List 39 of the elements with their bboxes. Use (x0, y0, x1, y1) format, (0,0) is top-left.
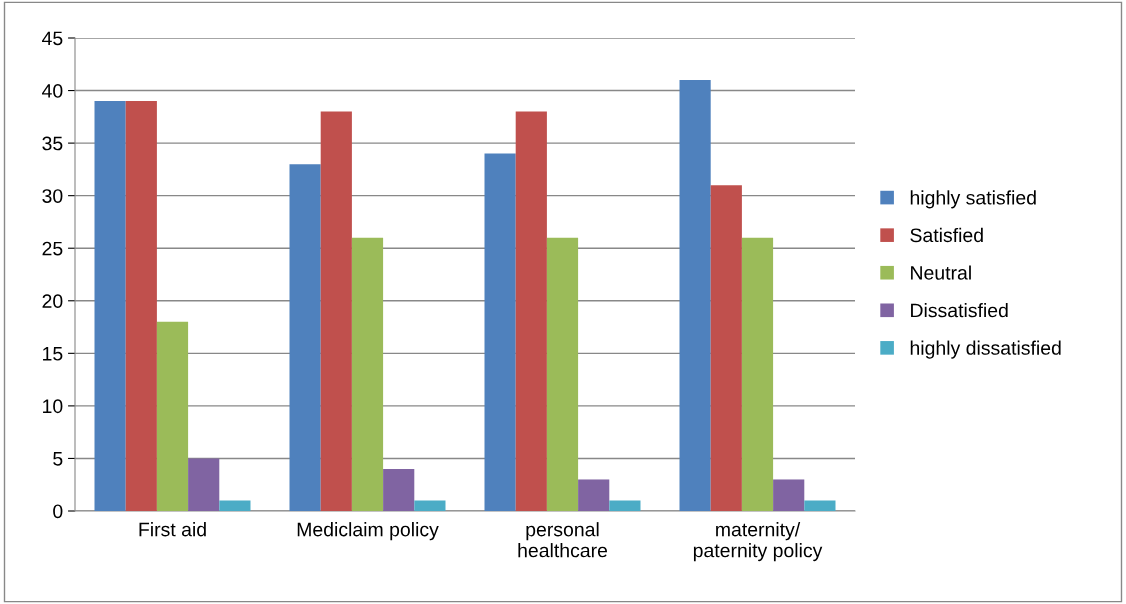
legend-label: Dissatisfied (911, 303, 1008, 318)
y-tick-label: 5 (53, 452, 63, 466)
y-tick-label: 40 (42, 84, 63, 98)
bar (609, 500, 641, 511)
bar (125, 101, 157, 511)
legend-label: Satisfied (910, 227, 983, 243)
y-tick-label: 10 (43, 399, 63, 414)
legend-label: highly satisfied (910, 190, 1036, 209)
bar (515, 111, 547, 511)
y-tick-label: 45 (42, 31, 63, 46)
x-tick-label: personal healthcare (518, 522, 608, 558)
x-tick-label: Mediclaim policy (297, 522, 439, 541)
bar (94, 101, 126, 511)
y-tick-label: 20 (42, 294, 63, 309)
bar (188, 458, 220, 511)
y-tick-label: 25 (42, 241, 63, 256)
bar (578, 479, 610, 511)
y-tick-label: 35 (42, 136, 63, 151)
bar (383, 468, 415, 511)
bar (710, 185, 742, 511)
x-tick-label: First aid (139, 522, 206, 537)
bar (289, 164, 321, 511)
bar (679, 80, 711, 511)
bar (484, 153, 516, 511)
bar (773, 479, 805, 511)
bar (804, 500, 836, 511)
y-tick-label: 15 (43, 347, 63, 361)
y-tick-label: 30 (42, 189, 63, 203)
bar (351, 237, 384, 511)
bar (414, 500, 446, 511)
legend-label: Neutral (911, 265, 971, 280)
y-tick-label: 0 (53, 504, 63, 519)
bar (320, 111, 352, 511)
legend-label: highly dissatisfied (910, 340, 1061, 359)
x-tick-label: maternity/ paternity policy (693, 522, 823, 562)
bar (546, 237, 579, 511)
bar (741, 237, 774, 511)
bar (219, 500, 251, 511)
bar (156, 321, 189, 511)
